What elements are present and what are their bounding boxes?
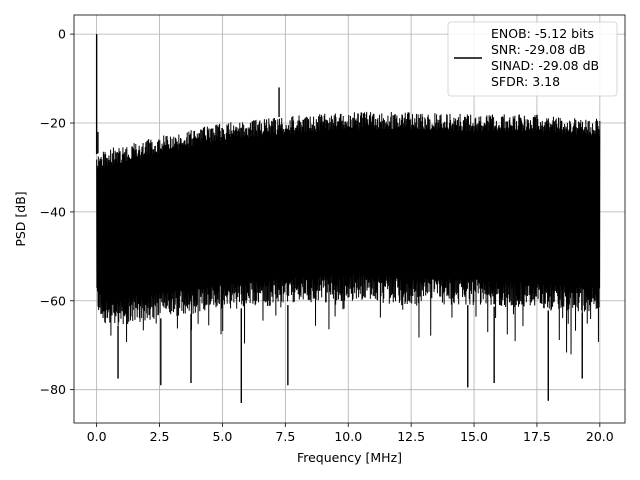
psd-series-line <box>96 111 601 355</box>
y-tick-label: 0 <box>58 27 66 42</box>
y-tick-label: −80 <box>40 382 66 397</box>
legend-enob: ENOB: -5.12 bits <box>491 26 594 41</box>
psd-trace <box>95 34 601 403</box>
x-tick-label: 7.5 <box>275 429 295 444</box>
legend-snr: SNR: -29.08 dB <box>491 42 586 57</box>
ticks: 0.0 2.5 5.0 7.5 10.0 12.5 15.0 17.5 20.0 0 −20 −40 −… <box>40 27 614 444</box>
x-tick-label: 0.0 <box>87 429 107 444</box>
x-tick-label: 10.0 <box>334 429 362 444</box>
x-tick-label: 15.0 <box>460 429 488 444</box>
x-tick-label: 5.0 <box>212 429 232 444</box>
legend: ENOB: -5.12 bits SNR: -29.08 dB SINAD: -… <box>447 21 618 97</box>
y-tick-label: −20 <box>40 116 66 131</box>
x-tick-label: 17.5 <box>523 429 551 444</box>
x-tick-label: 12.5 <box>397 429 425 444</box>
x-axis-label: Frequency [MHz] <box>297 450 402 465</box>
legend-sfdr: SFDR: 3.18 <box>491 74 560 89</box>
x-tick-label: 20.0 <box>586 429 614 444</box>
x-tick-label: 2.5 <box>150 429 170 444</box>
legend-sinad: SINAD: -29.08 dB <box>491 58 599 73</box>
legend-box <box>447 21 618 97</box>
y-tick-label: −40 <box>40 204 66 219</box>
plot-frame <box>73 14 626 424</box>
y-axis-label: PSD [dB] <box>13 191 28 246</box>
y-tick-label: −60 <box>40 293 66 308</box>
